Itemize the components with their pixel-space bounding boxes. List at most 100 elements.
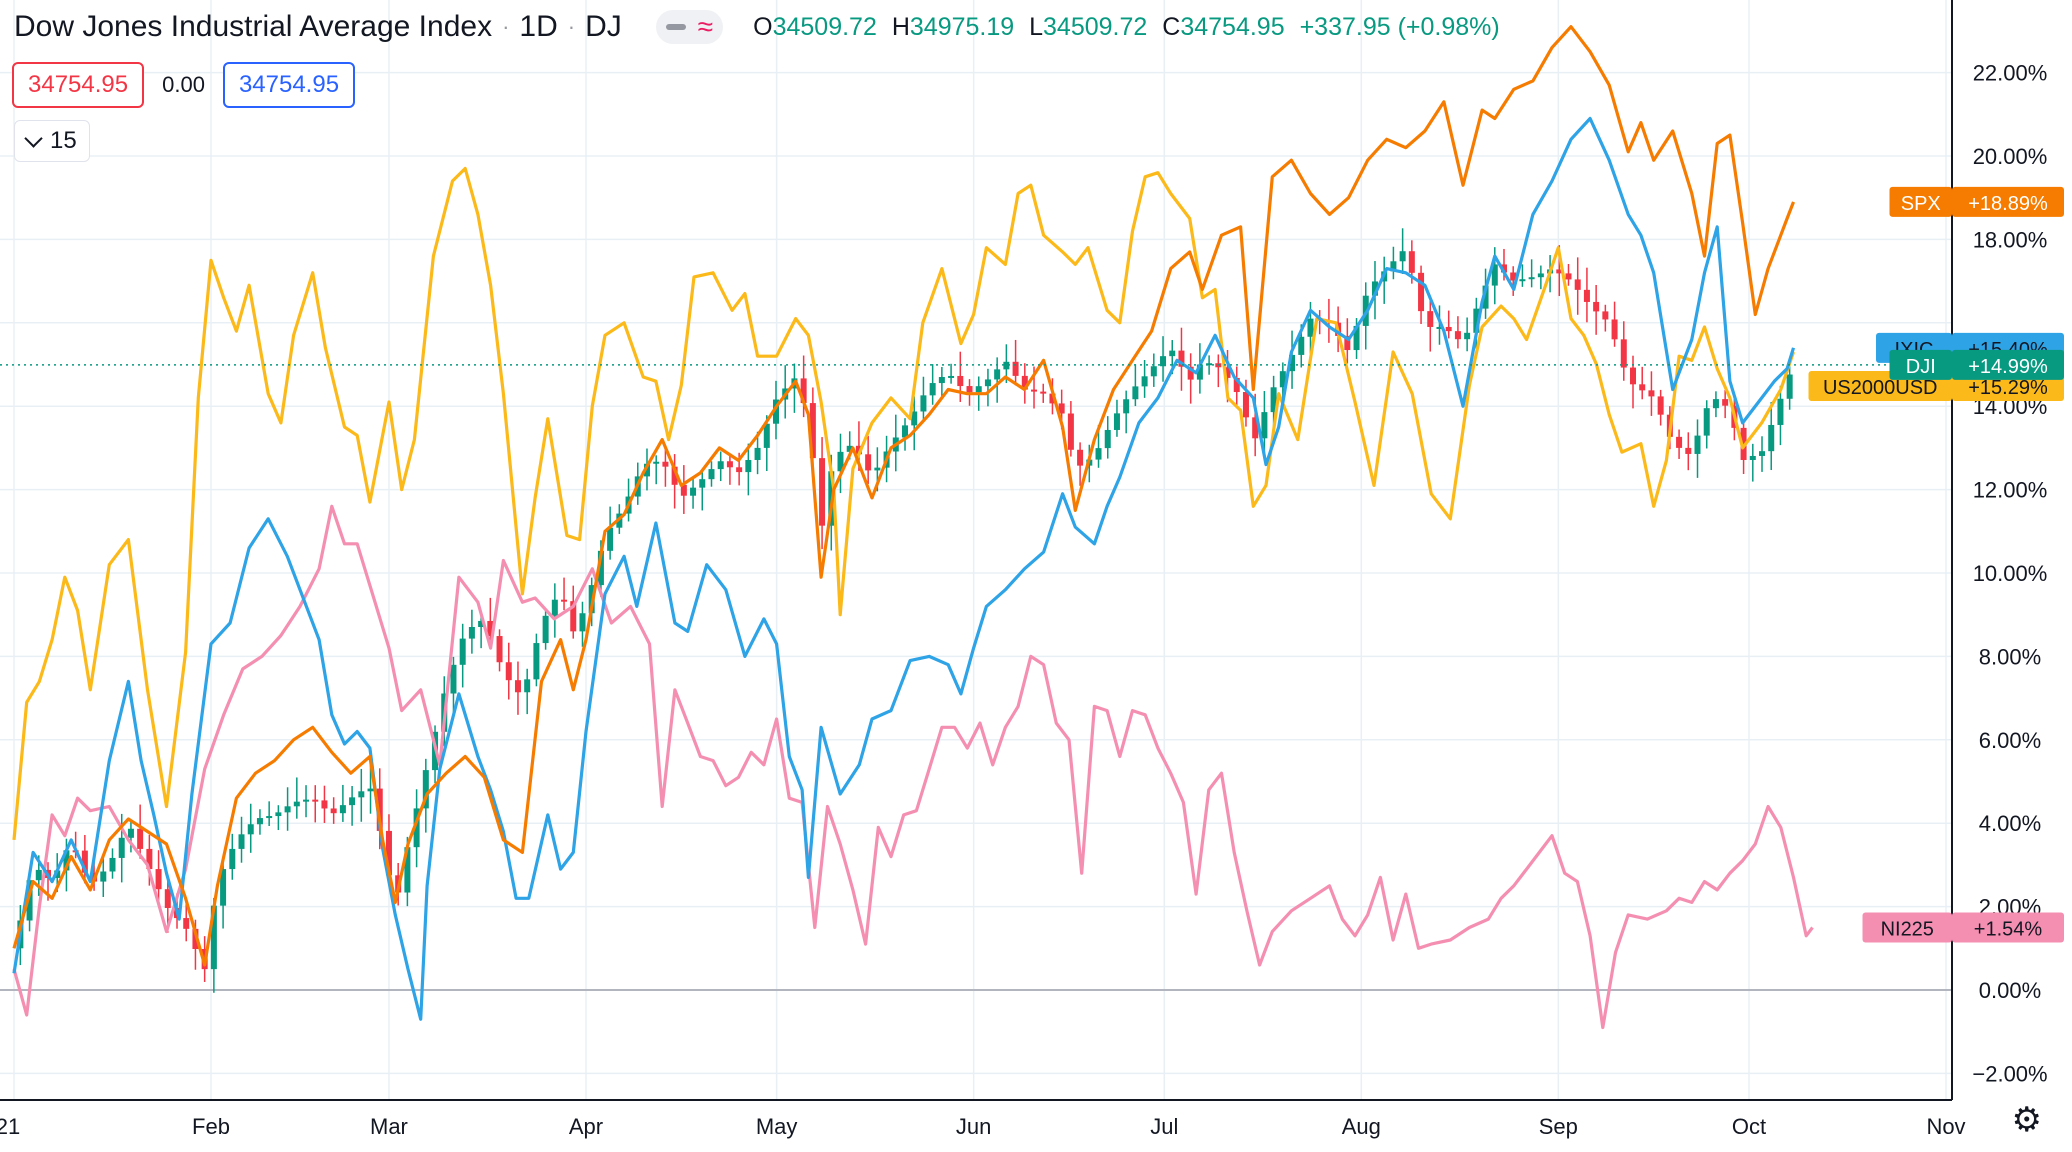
x-tick-label: Apr	[569, 1114, 603, 1139]
dji-candle-body	[597, 550, 604, 586]
dji-candle-body	[1565, 273, 1572, 280]
dji-candle-body	[1482, 285, 1489, 309]
dji-candle-body	[754, 447, 761, 460]
dji-candle-body	[1104, 429, 1111, 449]
dji-candle-body	[1685, 447, 1692, 454]
dji-candle-body	[1749, 455, 1756, 460]
dji-candle-body	[1399, 251, 1406, 262]
y-tick-label: 10.00%	[1973, 561, 2048, 586]
dji-candle-body	[984, 379, 991, 387]
high-value: 34975.19	[909, 12, 1015, 41]
badge-name: DJI	[1906, 356, 1936, 378]
y-tick-label: 12.00%	[1973, 478, 2048, 503]
dji-candle-body	[607, 527, 614, 551]
dji-candle-body	[1289, 354, 1296, 372]
dji-candle-body	[643, 463, 650, 477]
separator-dot: ·	[502, 14, 510, 39]
dji-candle-body	[312, 799, 319, 802]
x-tick-label: Jun	[956, 1114, 991, 1139]
x-tick-label: 21	[0, 1114, 20, 1139]
dji-candle-body	[846, 445, 853, 452]
series-line-us2000usd	[12, 166, 1796, 841]
dji-candle-body	[1196, 364, 1203, 380]
time-axis[interactable]: 21 Feb Mar Apr May Jun Jul Aug Sep Oct Nov	[0, 1114, 1966, 1139]
dji-candle-body	[1740, 427, 1747, 460]
approx-icon[interactable]: ≈	[697, 11, 714, 42]
dji-candle-body	[837, 451, 844, 472]
badge-dji: DJI +14.99%	[1889, 349, 2064, 380]
dji-candle-body	[1583, 289, 1590, 302]
badge-us2000usd: US2000USD +15.29%	[1808, 370, 2064, 401]
dji-candle-body	[1160, 356, 1167, 367]
dji-candle-body	[819, 458, 826, 526]
dji-candle-body	[459, 638, 466, 665]
dji-candle-body	[1261, 412, 1268, 439]
close-value: 34754.95	[1180, 12, 1285, 41]
exchange-label: DJ	[585, 10, 622, 43]
dji-candle-body	[303, 799, 310, 802]
dji-candle-body	[81, 850, 88, 873]
indicator-count: 15	[50, 127, 77, 154]
dji-candle-body	[772, 399, 779, 424]
badge-name: US2000USD	[1823, 377, 1938, 399]
chevron-down-icon	[24, 128, 43, 148]
dji-candle-body	[220, 869, 227, 906]
dji-candle-body	[957, 375, 964, 387]
dji-candle-body	[487, 620, 494, 637]
symbol-title[interactable]: Dow Jones Industrial Average Index	[14, 10, 493, 43]
dji-candle-body	[1464, 332, 1471, 340]
dji-candle-body	[1454, 331, 1461, 340]
dji-candle-body	[1390, 261, 1397, 272]
y-tick-label: 8.00%	[1979, 644, 2041, 669]
dji-candle-body	[1113, 413, 1120, 430]
dji-candle-body	[911, 411, 918, 426]
gear-icon[interactable]: ⚙	[2011, 1101, 2042, 1139]
dji-candle-body	[1132, 386, 1139, 400]
dji-candle-body	[284, 806, 291, 813]
buy-price-button[interactable]: 34754.95	[222, 62, 356, 108]
dji-candle-body	[1067, 413, 1074, 450]
dji-candle-body	[855, 445, 862, 455]
dji-candle-body	[330, 808, 337, 814]
dji-candle-body	[210, 905, 217, 970]
x-tick-label: Oct	[1732, 1114, 1766, 1139]
series-badges: SPX +18.89%IXIC +15.40%US2000USD +15.29%DJI…	[1808, 186, 2064, 943]
dji-candle-body	[118, 837, 125, 858]
dji-candle-body	[1694, 435, 1701, 454]
dji-candle-body	[100, 871, 107, 882]
dji-candle-body	[275, 812, 282, 817]
dji-candle-body	[247, 824, 254, 835]
spread-value: 0.00	[162, 72, 205, 97]
minus-icon[interactable]	[665, 24, 686, 30]
dji-candle-body	[164, 889, 171, 908]
compare-mode-toggle[interactable]: ≈	[655, 10, 724, 44]
dji-candle-body	[1537, 273, 1544, 278]
dji-candle-body	[763, 423, 770, 448]
dji-candle-body	[229, 848, 236, 870]
dji-candle-body	[1353, 325, 1360, 351]
dji-candle-body	[579, 613, 586, 632]
dji-candle-body	[385, 830, 392, 876]
dji-candle-body	[238, 834, 245, 849]
dji-candle-body	[1611, 319, 1618, 340]
dji-candle-body	[505, 662, 512, 681]
dji-candle-body	[1206, 363, 1213, 366]
badge-ni225: NI225 +1.54%	[1862, 912, 2064, 943]
chart-grid	[0, 0, 1952, 1100]
dji-candle-body	[127, 828, 134, 838]
dji-candle-body	[524, 679, 531, 693]
dji-candle-body	[726, 461, 733, 468]
dji-candle-body	[902, 425, 909, 438]
indicators-collapse-button[interactable]: 15	[14, 120, 90, 162]
dji-candle-body	[192, 928, 199, 949]
dji-candle-body	[367, 788, 374, 792]
dji-candle-body	[1510, 272, 1517, 281]
dji-candle-body	[994, 369, 1001, 380]
dji-candle-body	[321, 800, 328, 809]
dji-candle-body	[1279, 371, 1286, 388]
badge-name: SPX	[1901, 193, 1941, 215]
interval-label[interactable]: 1D	[519, 10, 558, 43]
sell-price-button[interactable]: 34754.95	[12, 62, 145, 108]
dji-candle-body	[256, 818, 263, 825]
